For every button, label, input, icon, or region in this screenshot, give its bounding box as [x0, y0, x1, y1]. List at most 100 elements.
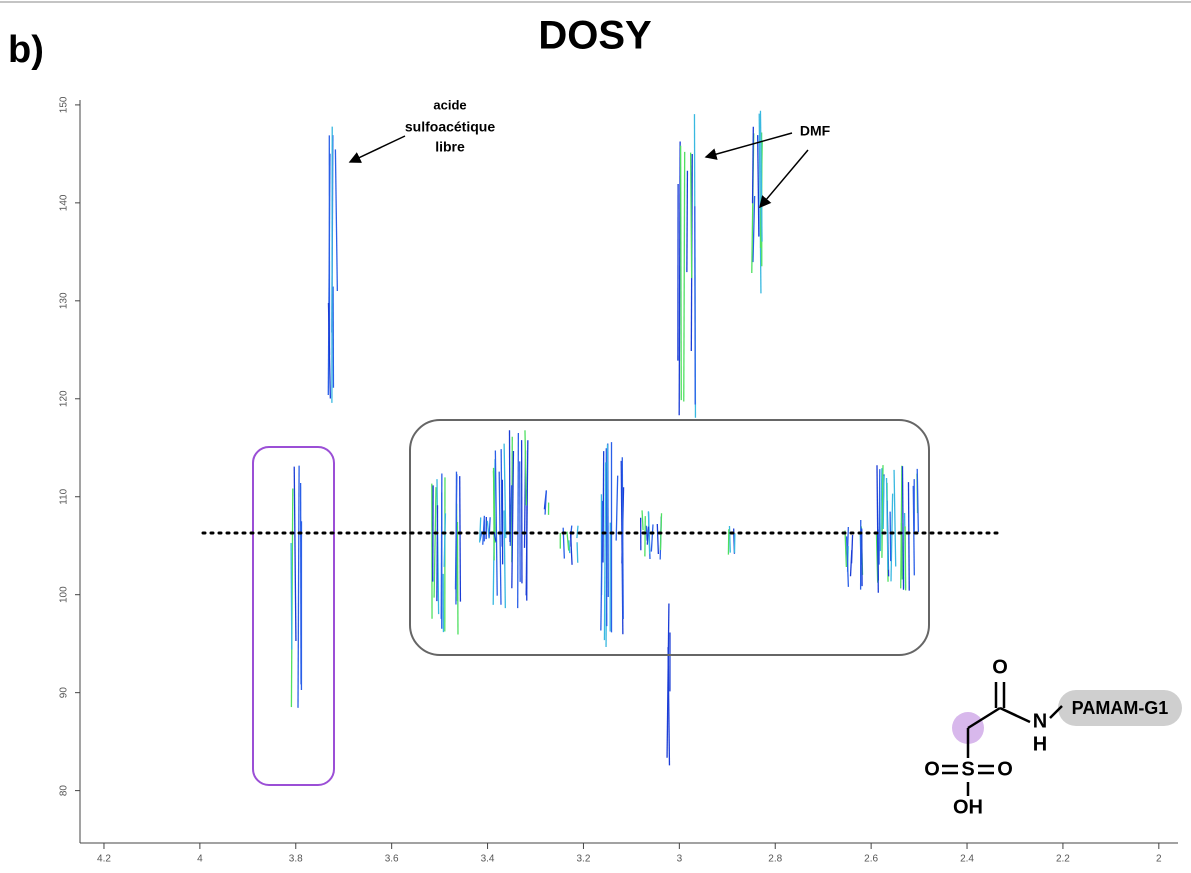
contour-stroke [647, 511, 651, 554]
contour-stroke [488, 517, 491, 538]
contour-stroke [901, 466, 905, 590]
arrows [348, 132, 809, 209]
contour-stroke [907, 482, 910, 591]
contour-stroke [615, 475, 619, 541]
y-tick-label: 120 [59, 390, 70, 407]
contour-stroke [602, 451, 605, 563]
contour-stroke [646, 526, 650, 545]
contour-stroke [494, 450, 498, 596]
atom: S [961, 758, 974, 780]
annotation-line: libre [435, 139, 465, 155]
annotation: acide sulfoacétique libre DMF [405, 97, 831, 154]
x-tick-label: 3.4 [481, 854, 495, 865]
contour-stroke [327, 302, 331, 399]
y-tick-label: 80 [59, 785, 70, 797]
contour-stroke [904, 526, 907, 591]
contour-stroke [517, 432, 520, 609]
contour-stroke [511, 450, 515, 589]
contour-stroke [650, 524, 654, 552]
contour-stroke [576, 542, 579, 563]
y-tick-label: 150 [59, 96, 70, 113]
annotation-line: sulfoacétique [405, 119, 495, 135]
annotation-line: acide [433, 97, 466, 112]
contour-stroke [757, 135, 760, 237]
contour-stroke [290, 542, 293, 650]
atom: O [924, 758, 940, 780]
contour-stroke [293, 466, 297, 642]
contour-stroke [576, 525, 579, 539]
x-tick-label: 2.8 [768, 854, 782, 865]
contour-stroke [492, 467, 495, 561]
contour-stroke [479, 517, 482, 543]
contour-stroke [849, 550, 853, 577]
contour-stroke [443, 513, 447, 567]
contour-stroke [752, 195, 756, 263]
contour-stroke [879, 468, 883, 552]
contour-stroke [893, 469, 897, 567]
atom: O [997, 758, 1013, 780]
contour-stroke [679, 145, 682, 401]
contour-stroke [728, 525, 731, 553]
contour-stroke [678, 141, 681, 416]
contour-stroke [876, 465, 879, 593]
contour-stroke [503, 443, 507, 539]
y-tick-label: 100 [59, 586, 70, 603]
contour-stroke [621, 457, 624, 620]
x-tick-label: 3.6 [385, 854, 399, 865]
contour-stroke [689, 152, 693, 279]
chart-title: DOSY [538, 14, 652, 58]
contour-stroke [889, 511, 892, 562]
contour-stroke [436, 505, 439, 602]
contour-stroke [890, 493, 894, 582]
contour-stroke [641, 510, 644, 531]
contours [290, 110, 920, 766]
contour-stroke [569, 531, 573, 565]
contour-stroke [498, 471, 502, 605]
atom: N [1033, 710, 1047, 732]
contour-stroke [456, 522, 459, 635]
contour-stroke [686, 170, 689, 273]
x-tick-label: 3.2 [576, 854, 590, 865]
contour-stroke [600, 500, 604, 631]
contour-stroke [459, 476, 462, 602]
x-tick-label: 2.6 [864, 854, 878, 865]
contour-stroke [881, 465, 884, 558]
structure: O N H S O O OH PAMAM-G1 [924, 656, 1182, 818]
x-tick-label: 4 [197, 854, 203, 865]
contour-stroke [297, 465, 300, 708]
substituent-label: PAMAM-G1 [1072, 698, 1169, 718]
x-tick-label: 3.8 [289, 854, 303, 865]
contour-stroke [524, 430, 527, 506]
contour-stroke [683, 151, 686, 402]
atom: H [1033, 733, 1047, 755]
contour-stroke [667, 647, 671, 766]
contour-stroke [544, 490, 548, 515]
contour-stroke [454, 474, 458, 590]
contour-stroke [440, 473, 443, 619]
contour-stroke [751, 126, 754, 204]
y-tick-label: 110 [59, 488, 70, 504]
contour-stroke [844, 530, 848, 568]
y-tick-label: 90 [59, 687, 70, 699]
group-box [409, 419, 930, 656]
x-tick-label: 2.2 [1056, 854, 1070, 865]
contour-stroke [916, 468, 920, 532]
contour-stroke [568, 540, 571, 554]
atom: OH [953, 796, 983, 818]
highlight-box [252, 446, 335, 786]
atom: O [992, 656, 1008, 678]
contour-stroke [882, 475, 885, 529]
panel-label: b) [8, 29, 44, 71]
contour-stroke [845, 536, 850, 587]
contour-stroke [885, 477, 889, 570]
x-tick-label: 4.2 [97, 854, 111, 865]
x-tick-label: 3 [677, 854, 683, 865]
contour-stroke [878, 469, 881, 565]
contour-stroke [433, 487, 437, 598]
y-tick-label: 130 [59, 292, 70, 309]
contour-stroke [334, 149, 338, 291]
annotation-label: DMF [800, 123, 831, 139]
contour-stroke [645, 525, 648, 541]
x-tick-label: 2 [1156, 854, 1162, 865]
